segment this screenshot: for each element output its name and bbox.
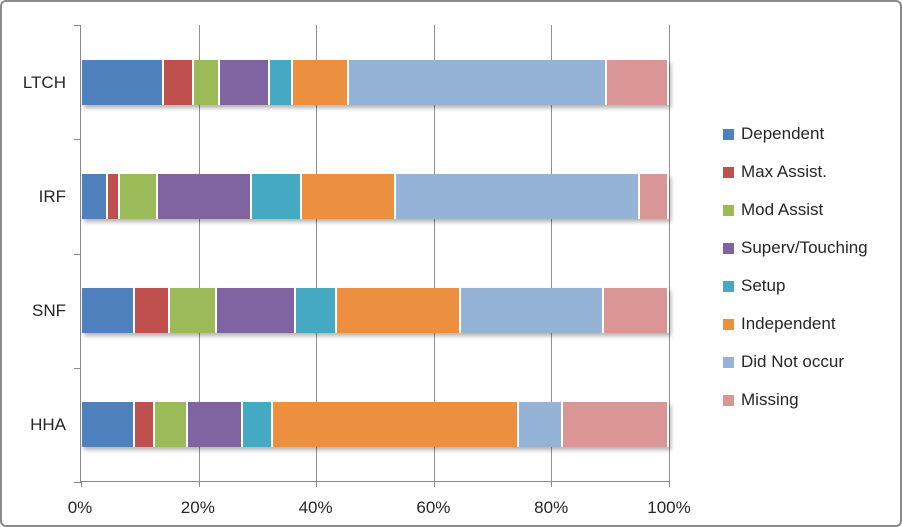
gridline-80: [551, 25, 553, 481]
bar-segment-did-not-occur: [519, 402, 564, 447]
bar-segment-dependent: [82, 288, 135, 333]
y-axis-tick: [74, 368, 81, 369]
legend-item-dependent: Dependent: [723, 115, 868, 153]
legend-swatch: [723, 318, 734, 330]
legend-item-missing: Missing: [723, 381, 868, 419]
legend-label: Missing: [741, 390, 799, 409]
legend-item-max-assist: Max Assist.: [723, 153, 868, 191]
bar-segment-superv-touching: [158, 174, 253, 219]
legend-label: Max Assist.: [741, 162, 827, 181]
bar-segment-setup: [252, 174, 303, 219]
bar-segment-max-assist: [108, 174, 121, 219]
bar-segment-setup: [269, 60, 294, 105]
x-tick-label: 60%: [416, 498, 451, 517]
legend-label: Superv/Touching: [741, 238, 868, 257]
gridline-60: [433, 25, 435, 481]
legend-item-mod-assist: Mod Assist: [723, 191, 868, 229]
x-tick-label: 100%: [647, 498, 691, 517]
bar-segment-missing: [604, 288, 669, 333]
x-tick-label: 20%: [180, 498, 215, 517]
legend-label: Setup: [741, 276, 786, 295]
legend-label: Mod Assist: [741, 200, 824, 219]
bar-segment-mod-assist: [170, 288, 217, 333]
bar-segment-missing: [563, 402, 669, 447]
bar-segment-mod-assist: [193, 60, 220, 105]
x-tick-label: 80%: [534, 498, 569, 517]
bar-row-snf: [82, 288, 669, 333]
bar-segment-superv-touching: [187, 402, 244, 447]
bar-segment-independent: [337, 288, 461, 333]
bar-segment-dependent: [82, 402, 135, 447]
legend-swatch: [723, 128, 734, 140]
x-axis-tick: [669, 481, 670, 487]
category-label-ltch: LTCH: [22, 73, 66, 92]
legend-swatch: [723, 394, 734, 406]
legend-swatch: [723, 356, 734, 368]
y-axis-tick: [74, 25, 81, 26]
bar-segment-superv-touching: [217, 288, 297, 333]
x-tick-label: 0%: [67, 498, 93, 517]
y-axis-tick: [74, 254, 81, 255]
category-label-irf: IRF: [38, 187, 66, 206]
legend-label: Did Not occur: [741, 352, 844, 371]
bar-segment-independent: [293, 60, 350, 105]
plot-area: [74, 25, 670, 487]
legend-swatch: [723, 280, 734, 292]
legend: Dependent Max Assist. Mod Assist Superv/Tou…: [723, 115, 868, 419]
legend-label: Dependent: [741, 124, 825, 143]
bar-segment-missing: [607, 60, 669, 105]
x-tick-label: 40%: [298, 498, 333, 517]
bar-segment-superv-touching: [219, 60, 270, 105]
bar-segment-dependent: [82, 174, 109, 219]
bar-segment-missing: [639, 174, 669, 219]
x-axis-tick: [198, 481, 200, 487]
bar-segment-max-assist: [164, 60, 194, 105]
x-axis-labels: 0% 20% 40% 60% 80% 100%: [68, 498, 691, 522]
x-axis-tick: [433, 481, 435, 487]
bar-segment-mod-assist: [120, 174, 159, 219]
legend-label: Independent: [741, 314, 836, 333]
gridline-40: [316, 25, 318, 481]
x-axis-tick: [316, 481, 318, 487]
gridline-100: [669, 25, 670, 481]
x-axis-tick: [81, 481, 82, 487]
y-axis-tick: [74, 482, 81, 483]
category-label-snf: SNF: [32, 301, 66, 320]
bar-segment-dependent: [82, 60, 165, 105]
bar-row-irf: [82, 174, 669, 219]
bar-segment-setup: [296, 288, 338, 333]
legend-item-setup: Setup: [723, 267, 868, 305]
category-label-hha: HHA: [30, 415, 66, 434]
bar-segment-setup: [243, 402, 273, 447]
bar-segment-did-not-occur: [349, 60, 608, 105]
y-axis-labels: LTCH IRF SNF HHA: [2, 2, 70, 525]
bar-row-hha: [82, 402, 669, 447]
bar-segment-did-not-occur: [395, 174, 640, 219]
bar-row-ltch: [82, 60, 669, 105]
bar-segment-did-not-occur: [460, 288, 605, 333]
x-axis-tick: [551, 481, 553, 487]
legend-item-independent: Independent: [723, 305, 868, 343]
legend-swatch: [723, 242, 734, 254]
y-axis-tick: [74, 139, 81, 140]
bar-segment-independent: [272, 402, 520, 447]
bar-segment-mod-assist: [155, 402, 188, 447]
bar-segment-max-assist: [134, 402, 156, 447]
legend-swatch: [723, 204, 734, 216]
bar-segment-max-assist: [134, 288, 171, 333]
legend-item-did-not-occur: Did Not occur: [723, 343, 868, 381]
bar-segment-independent: [302, 174, 396, 219]
legend-item-superv-touching: Superv/Touching: [723, 229, 868, 267]
legend-swatch: [723, 166, 734, 178]
gridline-20: [198, 25, 200, 481]
